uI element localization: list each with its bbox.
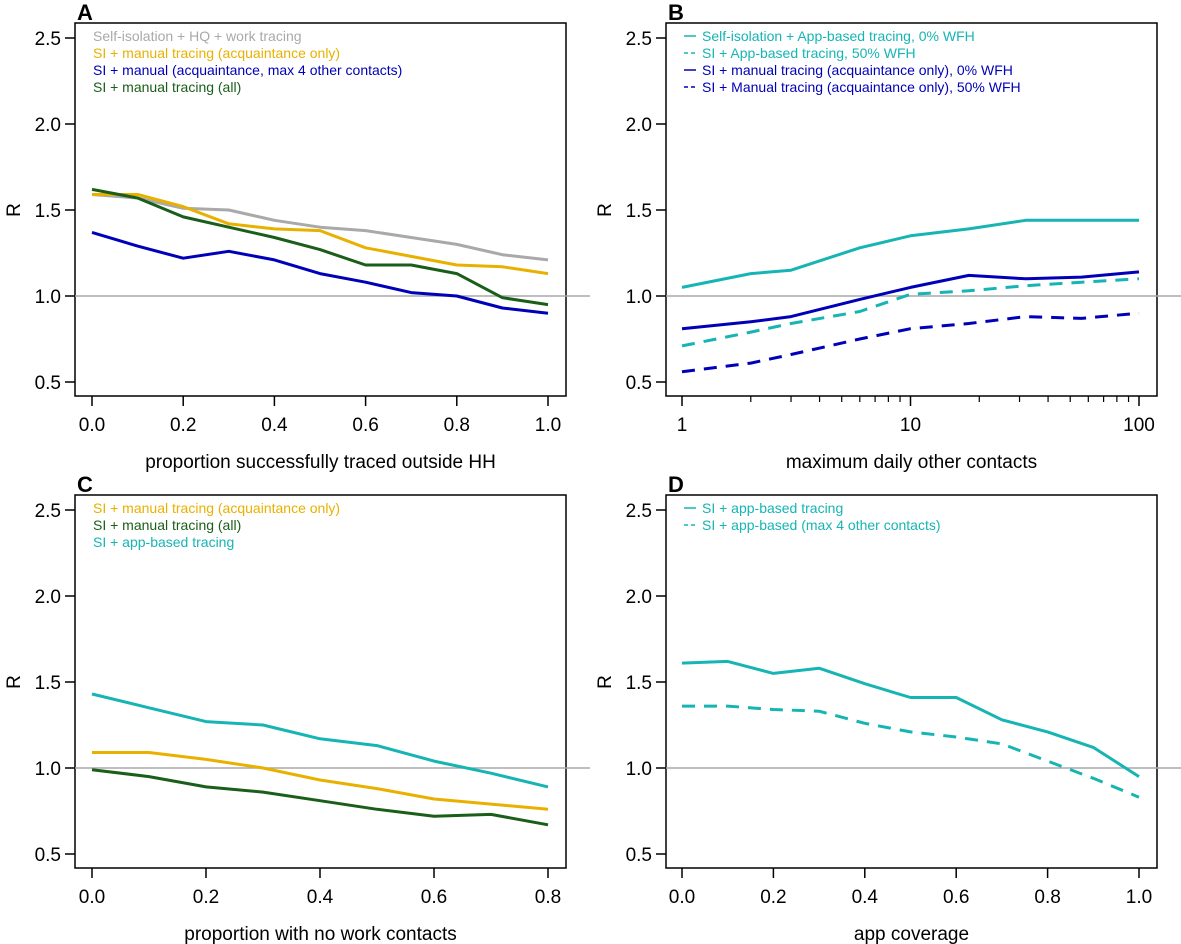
legend-entry: SI + manual tracing (acquaintance only): [93, 45, 340, 61]
y-tick-label: 2.0: [35, 587, 61, 608]
y-axis-title: R: [595, 675, 616, 689]
x-tick-label: 0.8: [444, 415, 470, 436]
y-tick-label: 2.0: [626, 115, 652, 136]
legend-entry: SI + manual tracing (acquaintance only): [93, 500, 340, 516]
y-tick-label: 0.5: [626, 845, 652, 866]
series-line: [91, 692, 549, 789]
x-tick-label: 0.0: [79, 887, 105, 908]
panel-c: 0.5 1.0 1.5 2.0 2.5 0.0 0.2 0.4 0.6 0.8 proportion…: [4, 472, 590, 944]
series-line: [91, 768, 549, 827]
legend-entry: SI + manual tracing (acquaintance only),…: [702, 62, 1013, 78]
x-tick-label: 0.2: [193, 887, 219, 908]
y-tick-label: 1.5: [626, 673, 652, 694]
y-tick-label: 1.0: [626, 759, 652, 780]
x-tick-label: 1.0: [1126, 887, 1152, 908]
y-tick-label: 1.5: [35, 201, 61, 222]
y-tick-label: 0.5: [626, 373, 652, 394]
y-tick-label: 1.5: [626, 201, 652, 222]
legend-entry: SI + manual tracing (all): [93, 517, 241, 533]
panel-letter: B: [668, 0, 684, 25]
panel-b: 0.5 1.0 1.5 2.0 2.5 1 10 100 maximum daily other…: [595, 0, 1181, 473]
panel-d: 0.5 1.0 1.5 2.0 2.5 0.0 0.2 0.4 0.6 0.8 1.0 app cov…: [595, 472, 1181, 944]
y-tick-label: 2.0: [626, 587, 652, 608]
y-tick-label: 2.5: [626, 29, 652, 50]
panel-letter: A: [77, 0, 93, 25]
x-axis-title: proportion successfully traced outside H…: [145, 452, 496, 473]
y-axis-title: R: [595, 203, 616, 217]
x-tick-label: 0.4: [261, 415, 288, 436]
x-tick-label: 0.6: [943, 887, 969, 908]
x-axis-title: app coverage: [854, 924, 969, 944]
x-tick-label: 0.0: [79, 415, 105, 436]
x-tick-label: 0.4: [852, 887, 879, 908]
x-tick-label: 100: [1123, 415, 1155, 436]
legend-entry: SI + App-based tracing, 50% WFH: [702, 45, 916, 61]
plot-frame: [74, 494, 567, 869]
y-tick-label: 1.0: [626, 287, 652, 308]
x-tick-label: 1: [677, 415, 688, 436]
y-tick-label: 2.0: [35, 115, 61, 136]
x-axis-title: maximum daily other contacts: [786, 452, 1037, 473]
series-line: [91, 230, 549, 315]
x-tick-label: 0.2: [170, 415, 196, 436]
y-tick-label: 1.0: [35, 759, 61, 780]
series-line: [92, 751, 549, 811]
series-line: [681, 218, 1139, 289]
series-line: [91, 193, 549, 262]
y-tick-label: 2.5: [35, 501, 61, 522]
y-axis-title: R: [4, 203, 25, 217]
x-tick-label: 0.2: [760, 887, 786, 908]
x-tick-label: 0.8: [1034, 887, 1060, 908]
x-tick-label: 0.6: [352, 415, 378, 436]
x-tick-label: 0.6: [421, 887, 447, 908]
series-line: [681, 659, 1140, 778]
y-tick-label: 0.5: [35, 845, 61, 866]
y-axis-title: R: [4, 675, 25, 689]
legend-entry: SI + app-based tracing: [702, 500, 843, 516]
series-line: [91, 187, 549, 307]
x-axis-title: proportion with no work contacts: [184, 924, 456, 944]
x-tick-label: 0.0: [669, 887, 695, 908]
y-tick-label: 0.5: [35, 373, 61, 394]
y-tick-label: 1.0: [35, 287, 61, 308]
y-tick-label: 2.5: [626, 501, 652, 522]
legend-entry: SI + Manual tracing (acquaintance only),…: [702, 79, 1021, 95]
legend-entry: Self-isolation + App-based tracing, 0% W…: [702, 28, 975, 44]
panel-letter: D: [668, 472, 684, 497]
plot-frame: [665, 494, 1158, 869]
legend-entry: SI + manual tracing (all): [93, 79, 241, 95]
y-tick-label: 1.5: [35, 673, 61, 694]
series-line: [682, 704, 1140, 799]
series-line: [681, 311, 1140, 374]
legend-entry: SI + app-based (max 4 other contacts): [702, 517, 941, 533]
legend-entry: SI + app-based tracing: [93, 534, 234, 550]
legend-entry: Self-isolation + HQ + work tracing: [93, 28, 302, 44]
y-tick-label: 2.5: [35, 29, 61, 50]
series-line: [681, 270, 1140, 331]
series-line: [92, 193, 549, 276]
x-tick-label: 0.8: [535, 887, 561, 908]
x-tick-label: 0.4: [307, 887, 334, 908]
panel-a: 0.5 1.0 1.5 2.0 2.5 0.0 0.2 0.4 0.6 0.8 1.0 proport…: [4, 0, 590, 473]
x-tick-label: 10: [900, 415, 921, 436]
legend-entry: SI + manual (acquaintance, max 4 other c…: [93, 62, 402, 78]
panel-letter: C: [77, 472, 93, 497]
x-tick-label: 1.0: [535, 415, 561, 436]
